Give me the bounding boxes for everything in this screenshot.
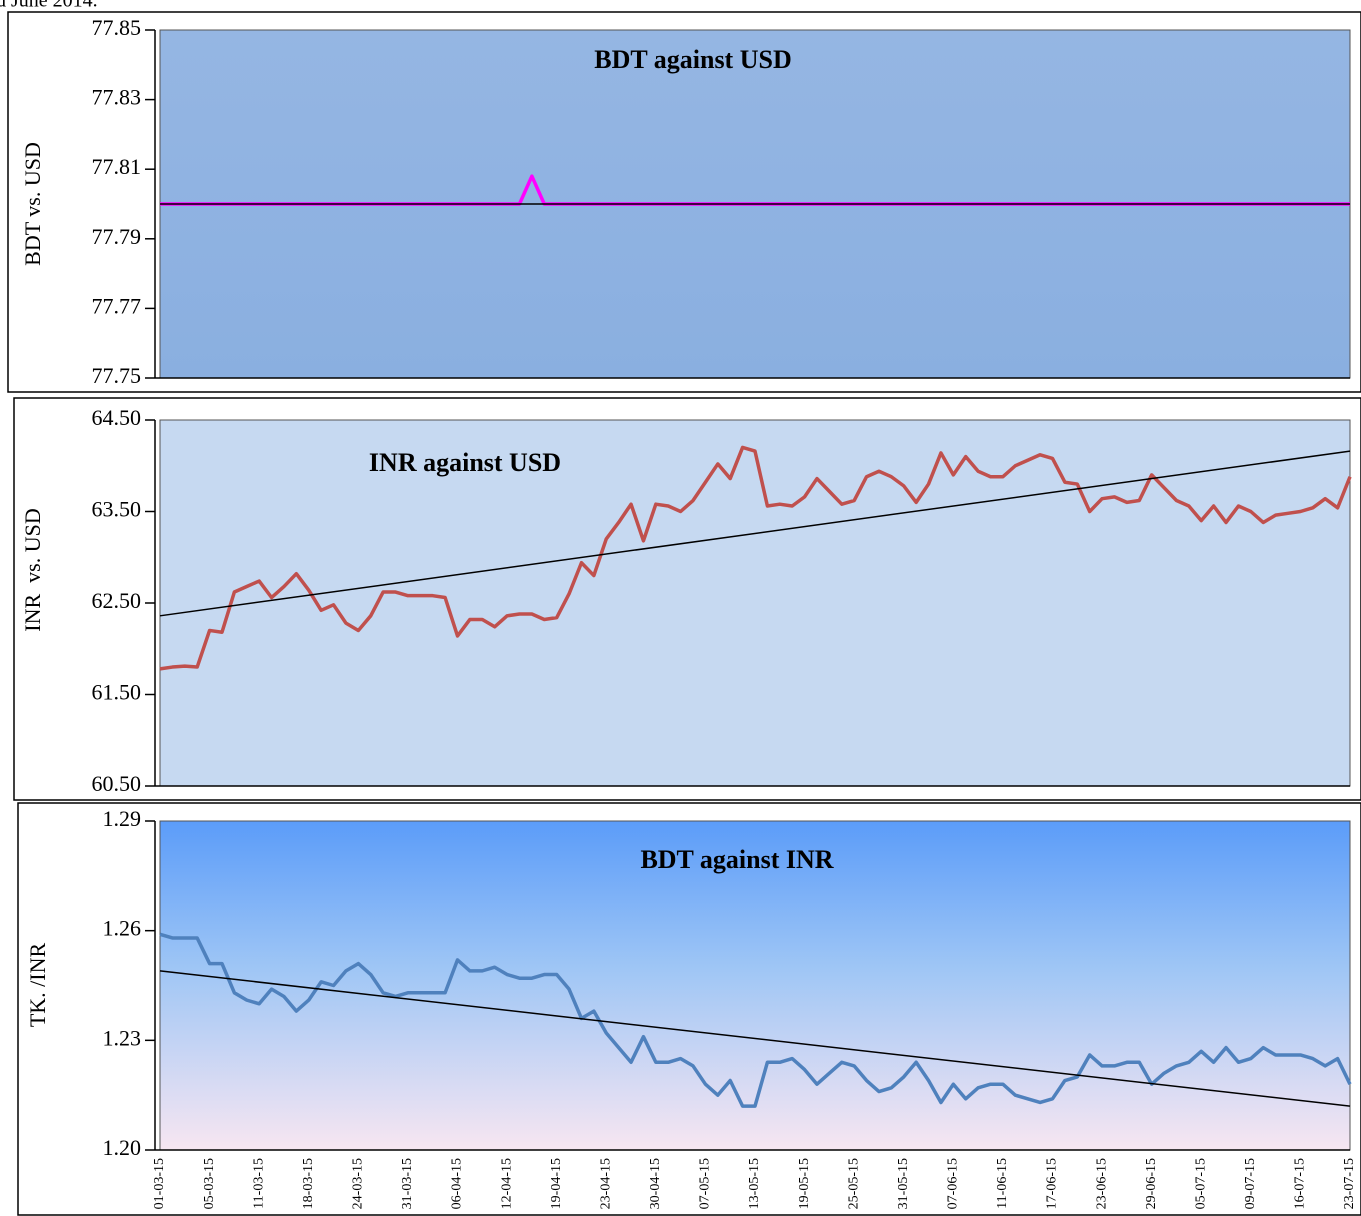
x-tick-label: 17-06-15 bbox=[1045, 1158, 1060, 1209]
x-tick-label: 30-04-15 bbox=[648, 1158, 663, 1209]
y-tick-label: 77.75 bbox=[92, 363, 142, 388]
caption: d June 2014. bbox=[0, 0, 98, 12]
y-tick-label: 77.85 bbox=[92, 15, 142, 40]
x-tick-label: 25-05-15 bbox=[846, 1158, 861, 1209]
y-tick-label: 77.81 bbox=[92, 154, 142, 179]
y-tick-label: 60.50 bbox=[92, 771, 142, 796]
x-tick-label: 11-06-15 bbox=[995, 1158, 1010, 1209]
x-tick-label: 09-07-15 bbox=[1243, 1158, 1258, 1209]
x-tick-label: 13-05-15 bbox=[747, 1158, 762, 1209]
x-tick-label: 29-06-15 bbox=[1144, 1158, 1159, 1209]
y-tick-label: 77.79 bbox=[92, 224, 142, 249]
x-tick-label: 06-04-15 bbox=[450, 1158, 465, 1209]
trend-line bbox=[159, 970, 1351, 1107]
x-tick-label: 19-05-15 bbox=[797, 1158, 812, 1209]
plot-area bbox=[159, 820, 1351, 1151]
chart-title: BDT against INR bbox=[640, 845, 833, 874]
x-tick-label: 23-04-15 bbox=[598, 1158, 613, 1209]
y-tick-label: 64.50 bbox=[92, 405, 142, 430]
plot-area bbox=[159, 419, 1351, 787]
x-tick-label: 31-05-15 bbox=[896, 1158, 911, 1209]
y-tick-label: 62.50 bbox=[92, 588, 142, 613]
y-tick-label: 63.50 bbox=[92, 497, 142, 522]
x-tick-label: 19-04-15 bbox=[549, 1158, 564, 1209]
y-axis-title: TK. /INR bbox=[25, 943, 50, 1028]
data-line bbox=[159, 445, 1352, 671]
x-tick-label: 16-07-15 bbox=[1293, 1158, 1308, 1209]
y-tick-label: 1.29 bbox=[103, 806, 142, 831]
x-tick-label: 24-03-15 bbox=[351, 1158, 366, 1209]
x-tick-label: 31-03-15 bbox=[400, 1158, 415, 1209]
y-tick-label: 77.77 bbox=[92, 293, 142, 318]
chart-title: INR against USD bbox=[369, 448, 561, 477]
x-tick-label: 18-03-15 bbox=[301, 1158, 316, 1209]
x-tick-label: 23-07-15 bbox=[1342, 1158, 1357, 1209]
x-tick-label: 05-03-15 bbox=[202, 1158, 217, 1209]
trend-line bbox=[159, 450, 1351, 617]
y-axis-title: INR vs. USD bbox=[20, 508, 45, 631]
chart-title: BDT against USD bbox=[594, 45, 791, 74]
x-tick-label: 23-06-15 bbox=[1094, 1158, 1109, 1209]
y-tick-label: 61.50 bbox=[92, 680, 142, 705]
x-tick-label: 05-07-15 bbox=[1193, 1158, 1208, 1209]
y-axis-title: BDT vs. USD bbox=[20, 142, 45, 266]
x-tick-label: 11-03-15 bbox=[251, 1158, 266, 1209]
y-tick-label: 1.20 bbox=[103, 1135, 142, 1160]
y-tick-label: 1.26 bbox=[103, 916, 142, 941]
x-tick-label: 12-04-15 bbox=[499, 1158, 514, 1209]
x-tick-label: 07-06-15 bbox=[946, 1158, 961, 1209]
x-tick-label: 07-05-15 bbox=[698, 1158, 713, 1209]
y-tick-label: 1.23 bbox=[103, 1025, 142, 1050]
x-tick-label: 01-03-15 bbox=[152, 1158, 167, 1209]
y-tick-label: 77.83 bbox=[92, 85, 142, 110]
